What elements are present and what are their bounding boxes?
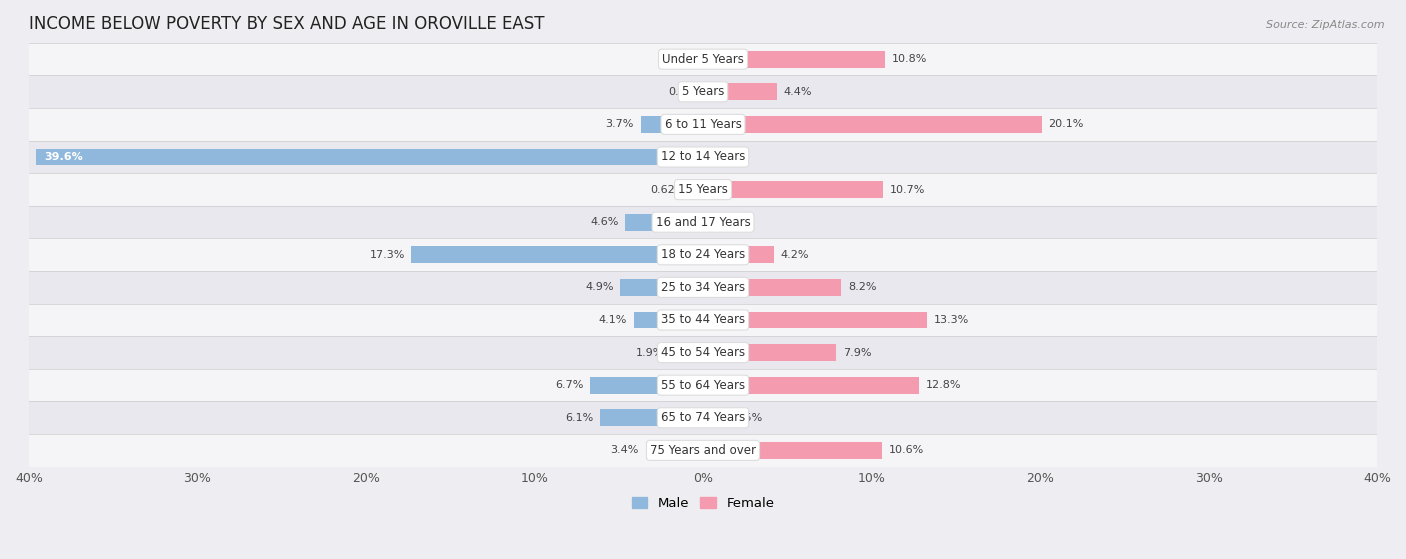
Text: 10.8%: 10.8% [891, 54, 927, 64]
Bar [703, 247, 773, 263]
Text: 6.1%: 6.1% [565, 413, 593, 423]
Bar [641, 116, 703, 133]
Text: 13.3%: 13.3% [934, 315, 969, 325]
Text: 1.5%: 1.5% [735, 413, 763, 423]
Text: 39.6%: 39.6% [44, 152, 83, 162]
Text: 0.0%: 0.0% [668, 87, 696, 97]
Bar [671, 344, 703, 361]
Legend: Male, Female: Male, Female [626, 491, 780, 515]
Bar [30, 401, 1376, 434]
Bar [30, 434, 1376, 467]
Text: 4.1%: 4.1% [599, 315, 627, 325]
Bar [30, 43, 1376, 75]
Text: 75 Years and over: 75 Years and over [650, 444, 756, 457]
Bar [703, 409, 728, 427]
Text: 15 Years: 15 Years [678, 183, 728, 196]
Bar [30, 141, 1376, 173]
Text: 25 to 34 Years: 25 to 34 Years [661, 281, 745, 294]
Text: 4.9%: 4.9% [585, 282, 613, 292]
Text: 0.0%: 0.0% [668, 54, 696, 64]
Bar [30, 173, 1376, 206]
Text: 6.7%: 6.7% [555, 380, 583, 390]
Text: 8.2%: 8.2% [848, 282, 876, 292]
Bar [703, 181, 883, 198]
Bar [703, 311, 927, 329]
Text: Source: ZipAtlas.com: Source: ZipAtlas.com [1267, 20, 1385, 30]
Bar [620, 279, 703, 296]
Bar [703, 116, 1042, 133]
Bar [703, 442, 882, 459]
Bar [703, 377, 918, 394]
Text: 55 to 64 Years: 55 to 64 Years [661, 378, 745, 392]
Bar [645, 442, 703, 459]
Bar [634, 311, 703, 329]
Bar [30, 271, 1376, 304]
Text: 10.7%: 10.7% [890, 184, 925, 195]
Text: 4.2%: 4.2% [780, 250, 808, 260]
Text: 6 to 11 Years: 6 to 11 Years [665, 118, 741, 131]
Text: 0.0%: 0.0% [710, 152, 738, 162]
Bar [30, 75, 1376, 108]
Bar [30, 239, 1376, 271]
Text: 5 Years: 5 Years [682, 86, 724, 98]
Text: 4.4%: 4.4% [785, 87, 813, 97]
Bar [412, 247, 703, 263]
Bar [591, 377, 703, 394]
Bar [703, 344, 837, 361]
Text: 20.1%: 20.1% [1049, 120, 1084, 129]
Bar [30, 304, 1376, 337]
Text: 0.0%: 0.0% [710, 217, 738, 227]
Bar [600, 409, 703, 427]
Bar [35, 149, 703, 165]
Text: 0.62%: 0.62% [651, 184, 686, 195]
Text: 10.6%: 10.6% [889, 446, 924, 456]
Bar [626, 214, 703, 231]
Text: 18 to 24 Years: 18 to 24 Years [661, 248, 745, 261]
Bar [30, 206, 1376, 239]
Text: 3.7%: 3.7% [606, 120, 634, 129]
Text: 3.4%: 3.4% [610, 446, 638, 456]
Text: INCOME BELOW POVERTY BY SEX AND AGE IN OROVILLE EAST: INCOME BELOW POVERTY BY SEX AND AGE IN O… [30, 15, 544, 33]
Text: 12 to 14 Years: 12 to 14 Years [661, 150, 745, 163]
Bar [703, 83, 778, 100]
Text: 17.3%: 17.3% [370, 250, 405, 260]
Bar [30, 369, 1376, 401]
Bar [30, 337, 1376, 369]
Text: Under 5 Years: Under 5 Years [662, 53, 744, 66]
Text: 65 to 74 Years: 65 to 74 Years [661, 411, 745, 424]
Text: 35 to 44 Years: 35 to 44 Years [661, 314, 745, 326]
Text: 1.9%: 1.9% [636, 348, 664, 358]
Text: 12.8%: 12.8% [925, 380, 960, 390]
Text: 4.6%: 4.6% [591, 217, 619, 227]
Text: 7.9%: 7.9% [842, 348, 872, 358]
Text: 45 to 54 Years: 45 to 54 Years [661, 346, 745, 359]
Bar [703, 51, 884, 68]
Bar [30, 108, 1376, 141]
Text: 16 and 17 Years: 16 and 17 Years [655, 216, 751, 229]
Bar [703, 279, 841, 296]
Bar [693, 181, 703, 198]
